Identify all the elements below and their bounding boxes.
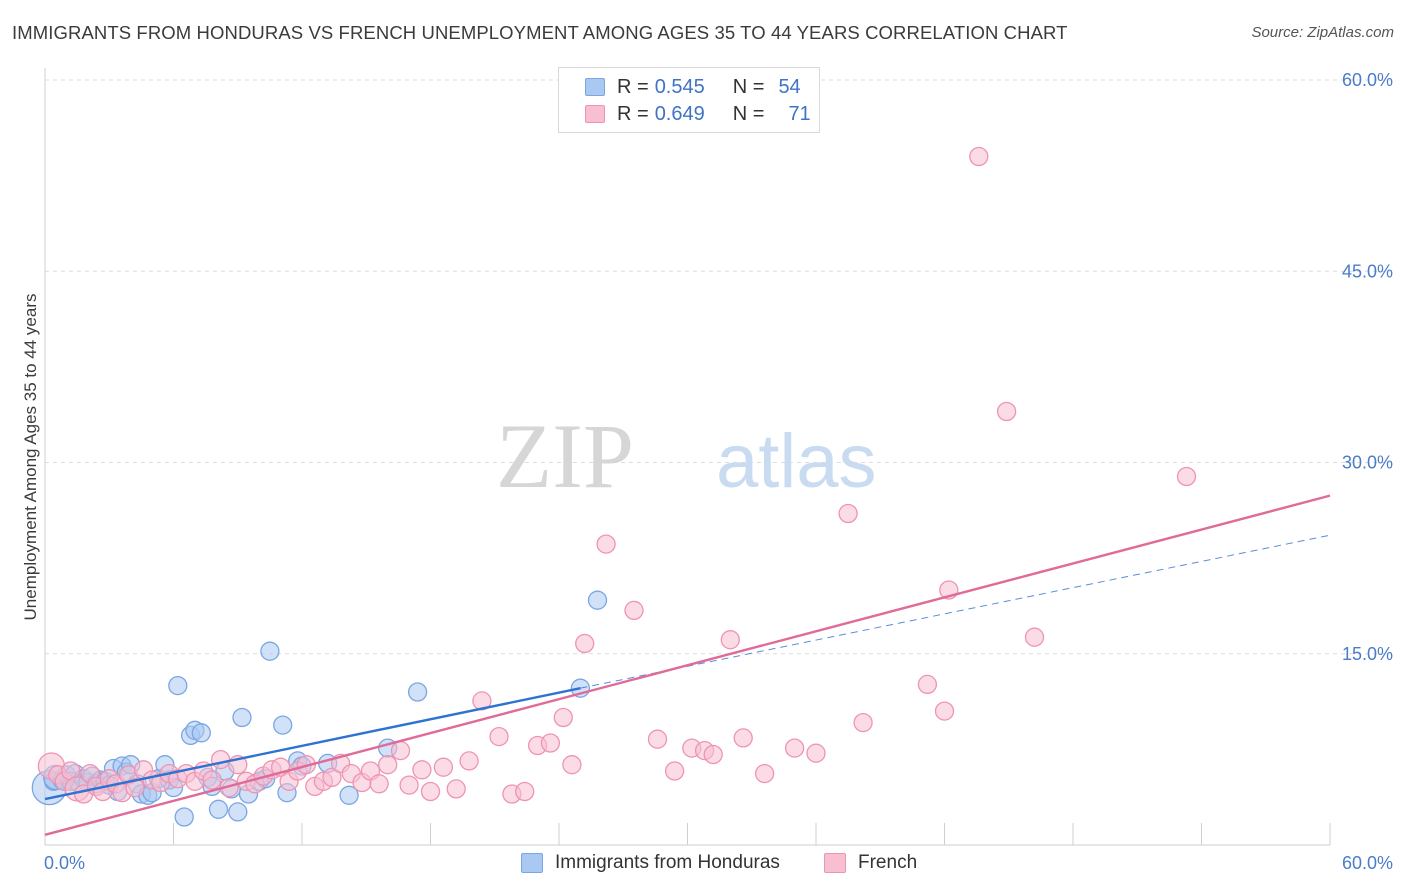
series-1-point-61 [647,729,668,749]
series-1-point-56 [553,707,573,728]
series-1-point-66 [720,630,740,650]
series-0-point-29 [174,807,194,827]
series-1-point-55 [540,733,561,753]
series-legend-swatch-french [824,853,846,873]
legend-n-label: N = [732,75,765,98]
series-1-point-72 [853,712,873,733]
legend-n-value: 71 [788,102,811,125]
series-0-point-32 [191,723,211,743]
y-tick-label-3: 60.0% [1342,70,1393,90]
series-1-point-43 [390,740,411,761]
series-1-point-36 [322,767,342,788]
series-1-point-23 [210,749,231,770]
series-legend: Immigrants from Honduras French [0,852,1406,878]
y-axis-label: Unemployment Among Ages 35 to 44 years [21,294,40,621]
source-label: Source: ZipAtlas.com [1251,24,1394,41]
series-1-point-65 [703,744,723,765]
series-1-point-60 [624,600,644,621]
series-0-point-35 [208,799,229,819]
watermark: ZIP atlas [496,405,877,507]
series-1-point-42 [378,755,398,775]
series-0-point-51 [407,682,428,702]
series-1-point-41 [369,774,389,794]
series-1-point-69 [784,738,805,758]
legend-r-value: 0.649 [654,102,705,125]
series-legend-french[interactable]: French [824,852,917,874]
series-0-point-38 [228,802,248,822]
y-tick-label-0: 15.0% [1342,644,1393,664]
series-1-point-22 [202,770,222,790]
series-1-point-13 [125,777,145,798]
correlation-legend: R = 0.545 N = 54 R = 0.649 N = 71 [558,67,820,133]
tick-labels: 15.0% 30.0% 45.0% 60.0% 0.0% 60.0% [44,70,1393,873]
legend-n-value: 54 [778,75,801,98]
series-0-point-49 [339,785,359,805]
series-1-point-73 [917,674,938,695]
chart-title: IMMIGRANTS FROM HONDURAS VS FRENCH UNEMP… [12,22,1068,43]
series-1-point-46 [420,781,441,802]
legend-row-french: R = 0.649 N = 71 [585,101,811,127]
series-1-point-49 [459,751,479,771]
legend-r-label: R = [617,75,649,98]
series-1-point-71 [838,503,858,524]
series-1-point-70 [806,743,826,763]
y-tick-label-2: 45.0% [1342,261,1393,281]
x-tick-label-0: 0.0% [44,853,85,873]
series-legend-label-honduras: Immigrants from Honduras [555,852,780,873]
legend-row-honduras: R = 0.545 N = 54 [585,74,801,100]
trend-line-0 [44,686,581,801]
series-legend-label-french: French [858,852,918,873]
legend-r-value: 0.545 [654,75,705,98]
series-1-point-74 [934,701,955,721]
series-1-point-47 [433,757,454,777]
x-tick-label-1: 60.0% [1342,853,1393,873]
legend-r-label: R = [617,102,649,125]
series-1-point-44 [399,775,419,795]
series-1-point-57 [562,755,582,775]
series-0-point-53 [587,590,608,610]
axes [44,68,1331,846]
trend-layer [44,494,1331,836]
trend-line-0-extension [580,534,1331,689]
trend-line-1 [44,494,1331,836]
series-1-point-62 [664,761,685,781]
series-1-point-58 [575,633,595,654]
y-tick-label-1: 30.0% [1342,453,1393,473]
series-1-point-76 [969,146,989,167]
series-1-point-45 [412,760,432,780]
series-1-point-68 [754,763,775,784]
series-0-point-43 [260,641,280,661]
series-0-point-28 [168,675,188,696]
series-0-point-44 [273,715,293,735]
series-1-point-78 [1024,627,1045,647]
series-1-point-67 [733,728,753,748]
series-1-point-48 [446,779,466,799]
watermark-zip: ZIP [496,405,634,507]
legend-swatch-honduras [585,78,605,96]
series-legend-swatch-honduras [521,853,543,873]
series-1-point-50 [472,691,492,711]
watermark-atlas: atlas [716,419,877,504]
series-1-point-53 [515,781,535,802]
grid-lines [45,79,1392,655]
series-1-point-79 [1176,466,1197,487]
legend-swatch-french [585,105,605,123]
series-1-point-59 [596,534,616,554]
series-1-point-77 [996,401,1017,422]
series-0-point-39 [232,707,252,728]
series-1-point-51 [489,726,509,747]
series-legend-honduras[interactable]: Immigrants from Honduras [521,852,780,874]
legend-n-label: N = [732,102,765,125]
